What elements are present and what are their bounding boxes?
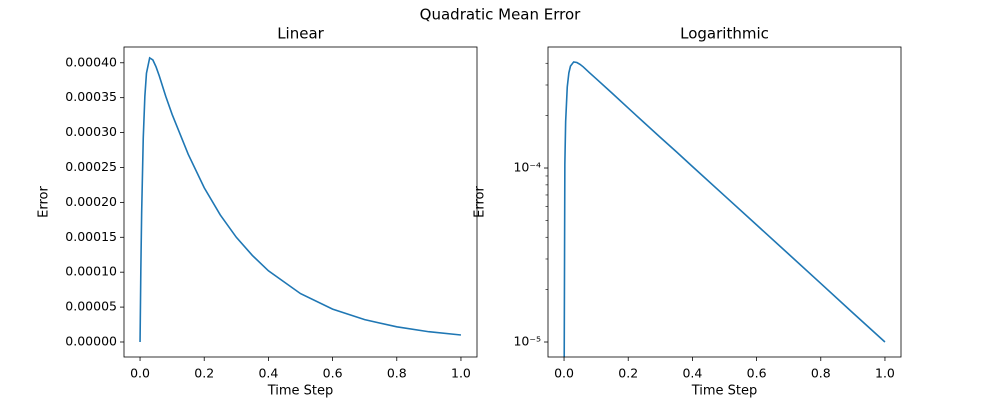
y-tick-label: 0.00040 [65,54,117,69]
x-tick-label: 0.0 [130,366,150,381]
y-tick-label: 0.00010 [65,264,117,279]
x-tick-label: 0.6 [747,366,767,381]
axes-frame [547,46,902,358]
y-tick-label: 0.00020 [65,194,117,209]
y-tick-label: 0.00030 [65,124,117,139]
x-tick-label: 1.0 [451,366,471,381]
y-tick-label: 0.00015 [65,229,117,244]
y-axis-label: Error [473,186,488,218]
axes-frame [123,46,478,358]
x-tick-label: 0.2 [194,366,214,381]
axes-title: Logarithmic [680,25,769,43]
y-tick-label: 0.00025 [65,159,117,174]
y-tick-label: 0.00000 [65,333,117,348]
x-tick-label: 0.8 [387,366,407,381]
x-axis-label: Time Step [267,384,334,399]
x-tick-label: 0.2 [618,366,638,381]
x-tick-label: 0.6 [323,366,343,381]
x-tick-label: 0.4 [258,366,278,381]
y-axis-label: Error [37,186,52,218]
x-tick-label: 1.0 [875,366,895,381]
y-tick-label: 10⁻⁴ [513,160,541,175]
x-tick-label: 0.8 [811,366,831,381]
axes-title: Linear [277,25,324,43]
y-tick-label: 10⁻⁵ [513,334,541,349]
figure-title: Quadratic Mean Error [420,6,581,24]
y-tick-label: 0.00035 [65,89,117,104]
line [563,61,886,357]
x-tick-label: 0.4 [682,366,702,381]
line [139,56,462,342]
x-tick-label: 0.0 [554,366,574,381]
x-axis-label: Time Step [691,384,758,399]
y-tick-label: 0.00005 [65,299,117,314]
